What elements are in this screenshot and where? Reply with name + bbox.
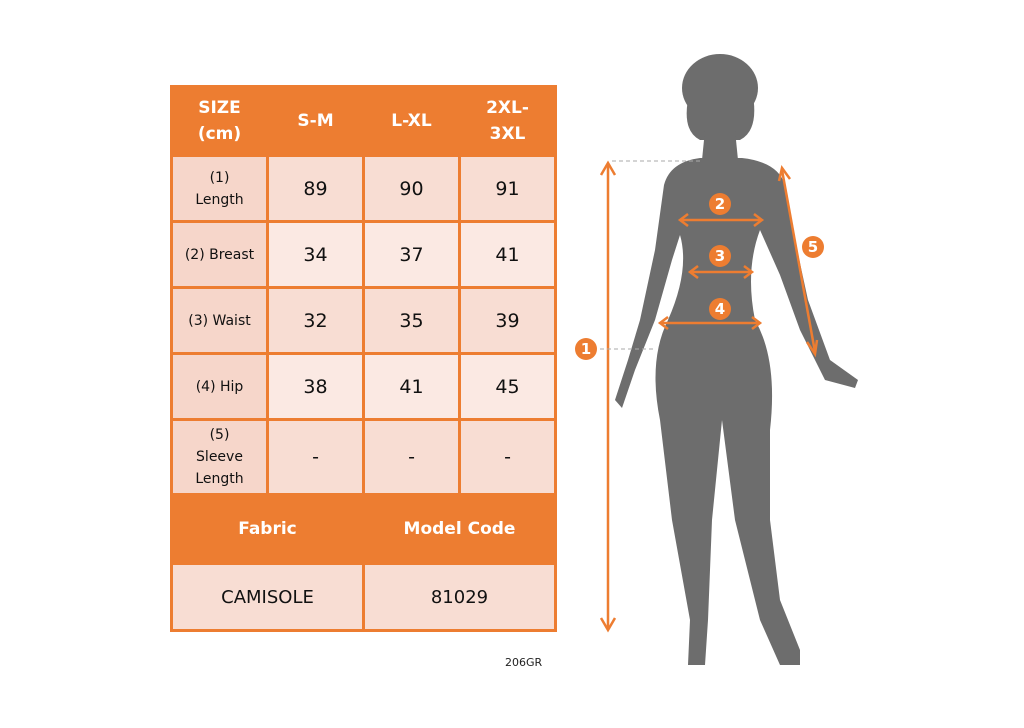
cell: 35	[362, 286, 461, 355]
marker-label: 4	[715, 300, 725, 318]
header-row: SIZE (cm) S-M L-XL 2XL- 3XL	[170, 85, 557, 157]
size-l-xl: L-XL	[362, 85, 461, 157]
table-row: (1) Length 89 90 91	[170, 154, 557, 223]
cell: 41	[362, 352, 461, 421]
footer-header-row: Fabric Model Code	[170, 493, 557, 565]
fabric-header: Fabric	[170, 493, 365, 565]
cell: 38	[266, 352, 365, 421]
model-code-value: 81029	[362, 562, 557, 632]
table-row: (4) Hip 38 41 45	[170, 352, 557, 421]
table-row: (3) Waist 32 35 39	[170, 286, 557, 355]
cell: -	[266, 418, 365, 496]
fabric-value: CAMISOLE	[170, 562, 365, 632]
cell: -	[362, 418, 461, 496]
size-2xl-3xl: 2XL- 3XL	[458, 85, 557, 157]
marker-label: 3	[715, 247, 725, 265]
marker-3	[709, 245, 731, 267]
row-label: (3) Waist	[170, 286, 269, 355]
row-label: (1) Length	[170, 154, 269, 223]
marker-badges	[575, 193, 824, 360]
size-header: SIZE (cm)	[170, 85, 269, 157]
model-code-header: Model Code	[362, 493, 557, 565]
silhouette	[615, 54, 858, 665]
row-label: (5) Sleeve Length	[170, 418, 269, 496]
cell: 45	[458, 352, 557, 421]
table-row: (5) Sleeve Length - - -	[170, 418, 557, 496]
cell: 41	[458, 220, 557, 289]
row-label: (4) Hip	[170, 352, 269, 421]
size-s-m: S-M	[266, 85, 365, 157]
marker-1	[575, 338, 597, 360]
marker-4	[709, 298, 731, 320]
product-code: 206GR	[505, 656, 543, 669]
marker-5	[802, 236, 824, 258]
cell: -	[458, 418, 557, 496]
cell: 34	[266, 220, 365, 289]
cell: 37	[362, 220, 461, 289]
marker-label: 1	[581, 340, 591, 358]
marker-2	[709, 193, 731, 215]
footer-value-row: CAMISOLE 81029	[170, 562, 557, 632]
marker-label: 2	[715, 195, 725, 213]
cell: 39	[458, 286, 557, 355]
row-label: (2) Breast	[170, 220, 269, 289]
marker-label: 5	[808, 238, 818, 256]
cell: 32	[266, 286, 365, 355]
table-row: (2) Breast 34 37 41	[170, 220, 557, 289]
cell: 89	[266, 154, 365, 223]
size-chart-table: SIZE (cm) S-M L-XL 2XL- 3XL (1) Length 8…	[170, 85, 557, 632]
cell: 90	[362, 154, 461, 223]
cell: 91	[458, 154, 557, 223]
body-measurement-figure: 1 2 3 4 5	[575, 54, 858, 665]
measurement-lines	[599, 160, 819, 633]
